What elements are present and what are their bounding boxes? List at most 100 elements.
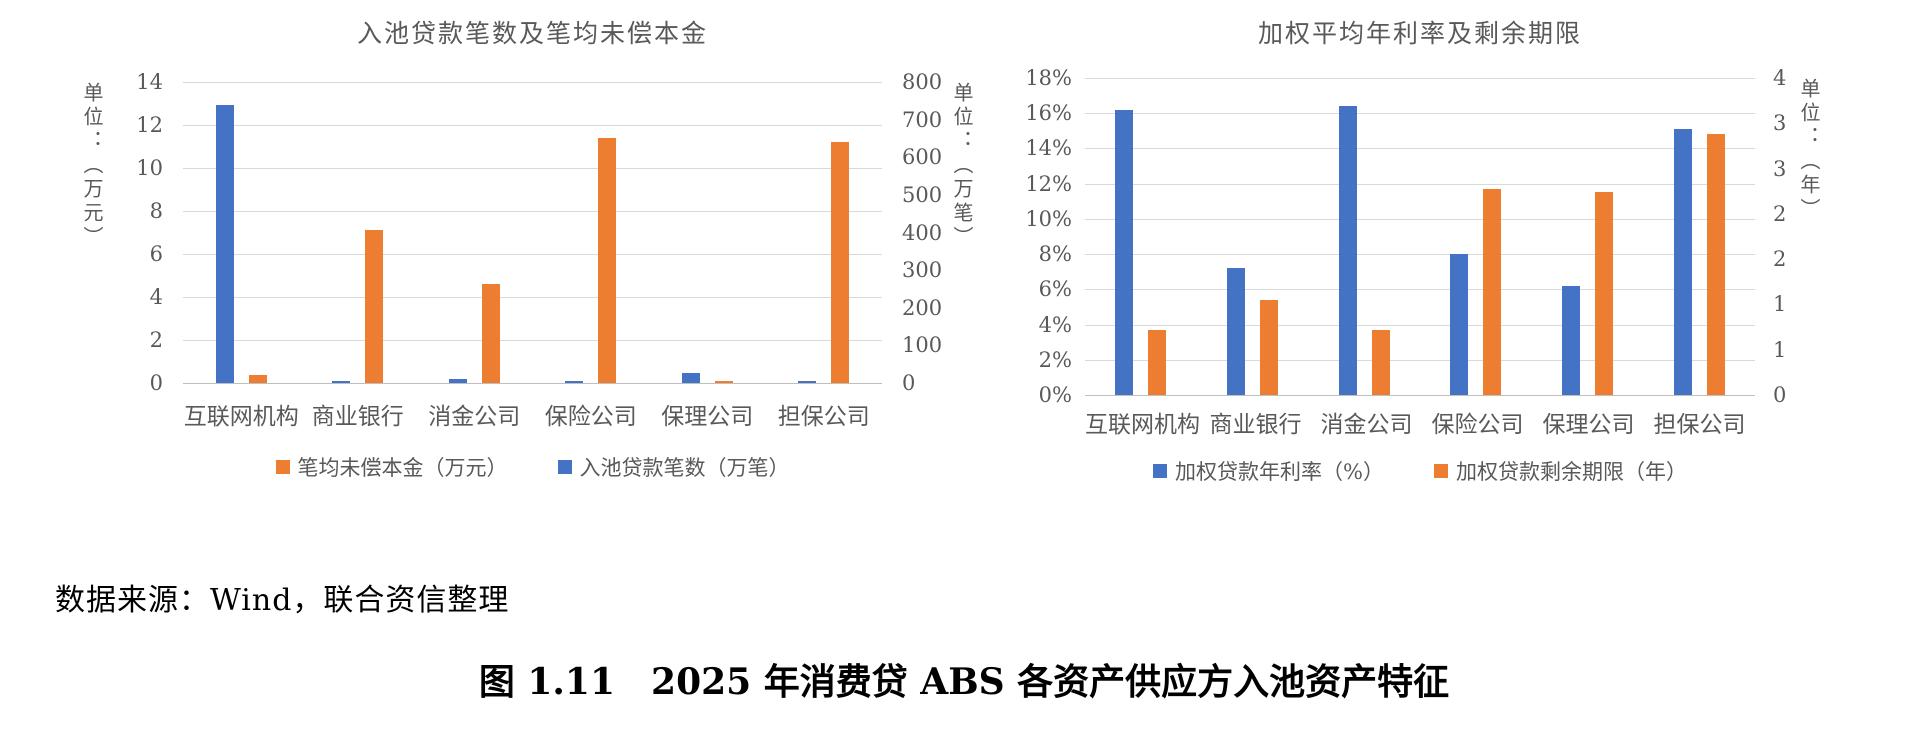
x-axis-line — [183, 383, 882, 384]
bar-group — [1532, 78, 1644, 395]
axis-tick-left: 12 — [136, 113, 163, 137]
gridline — [1085, 324, 1755, 326]
bar — [831, 142, 850, 383]
chart-avg-rate-and-remaining-term: 加权平均年利率及剩余期限 18% 16% 14% 12% 10% 8% 6% 4% 2% 0% 4 3 3… — [985, 0, 1928, 510]
chart-title: 入池贷款笔数及笔均未偿本金 — [356, 19, 708, 48]
bar — [1260, 299, 1278, 395]
category-label: 保险公司 — [544, 404, 637, 430]
bar — [481, 284, 500, 383]
bar — [215, 104, 234, 383]
legend-swatch — [1153, 464, 1168, 478]
axis-tick-left: 10 — [136, 156, 163, 180]
category-label: 消金公司 — [1320, 412, 1413, 438]
gridline — [183, 82, 882, 83]
gridline — [183, 297, 882, 298]
axis-tick-right: 600 — [902, 145, 943, 170]
gridline — [183, 168, 882, 169]
legend-item: 笔均未偿本金（万元） — [275, 452, 508, 482]
axis-tick-left: 14% — [1025, 136, 1072, 161]
bar — [248, 375, 267, 383]
legend-swatch — [1433, 464, 1448, 478]
gridline — [183, 340, 882, 341]
axis-tick-right: 500 — [902, 182, 943, 207]
axis-tick-left: 0 — [149, 371, 163, 395]
axis-tick-left: 2 — [149, 328, 163, 352]
chart-title: 加权平均年利率及剩余期限 — [1257, 19, 1582, 48]
gridline — [183, 211, 882, 212]
legend: 加权贷款年利率（%） 加权贷款剩余期限（年） — [1085, 456, 1755, 486]
gridline — [183, 125, 882, 126]
axis-tick-left: 8% — [1038, 242, 1072, 267]
legend-label: 入池贷款笔数（万笔） — [579, 456, 790, 480]
category-label: 商业银行 — [311, 404, 404, 430]
legend-item: 加权贷款剩余期限（年） — [1433, 456, 1687, 486]
axis-tick-right: 2 — [1773, 201, 1787, 226]
axis-tick-left: 6 — [149, 242, 163, 266]
gridline — [1085, 289, 1755, 291]
category-label: 互联网机构 — [183, 404, 299, 430]
legend: 笔均未偿本金（万元） 入池贷款笔数（万笔） — [183, 452, 882, 482]
axis-tick-right: 0 — [902, 371, 916, 395]
axis-tick-left: 0% — [1038, 383, 1072, 407]
category-label: 保理公司 — [1542, 412, 1635, 438]
category-label: 担保公司 — [777, 404, 870, 430]
plot-area — [1085, 78, 1755, 396]
axis-tick-left: 8 — [149, 199, 163, 223]
axis-tick-right: 4 — [1773, 66, 1787, 90]
gridline — [1085, 359, 1755, 361]
x-axis-line — [1085, 395, 1755, 396]
bar — [714, 380, 733, 383]
left-axis-unit-label: 单位：（万元） — [80, 82, 104, 250]
axis-tick-right: 3 — [1773, 156, 1787, 181]
bar — [598, 137, 617, 383]
gridline — [1085, 78, 1755, 79]
gridline — [183, 254, 882, 255]
bar-group — [1197, 78, 1309, 395]
axis-tick-left: 10% — [1025, 206, 1072, 231]
axis-tick-left: 14 — [136, 70, 163, 94]
bar-group — [1085, 78, 1197, 395]
bar-group — [1420, 78, 1532, 395]
bar-group — [300, 82, 417, 383]
plot-area — [183, 82, 883, 384]
right-axis-unit-label: 单位：（万笔） — [950, 82, 974, 250]
bar — [448, 378, 467, 383]
axis-tick-right: 100 — [902, 333, 943, 358]
axis-tick-right: 700 — [902, 107, 943, 132]
axis-tick-right: 3 — [1773, 111, 1787, 136]
bar-group — [1643, 78, 1755, 395]
axis-tick-right: 2 — [1773, 247, 1787, 272]
bar — [1115, 109, 1134, 395]
category-label: 保理公司 — [661, 404, 754, 430]
axis-tick-right: 400 — [902, 220, 943, 245]
gridline — [1085, 218, 1755, 220]
legend-item: 加权贷款年利率（%） — [1153, 456, 1384, 486]
category-axis: 互联网机构 商业银行 消金公司 保险公司 保理公司 担保公司 — [183, 397, 882, 431]
legend-label: 加权贷款剩余期限（年） — [1455, 460, 1687, 484]
right-axis-unit-label: 单位：（年） — [1797, 78, 1821, 222]
bar — [1706, 134, 1725, 395]
category-label: 互联网机构 — [1085, 412, 1200, 438]
bar-group — [649, 82, 766, 383]
category-label: 保险公司 — [1431, 412, 1524, 438]
bar — [1371, 329, 1390, 395]
bar — [681, 373, 700, 383]
bar — [1562, 285, 1581, 395]
axis-tick-right: 1 — [1773, 292, 1787, 317]
bar — [332, 381, 351, 383]
bar-group — [183, 82, 300, 383]
bar — [1595, 192, 1614, 395]
legend-item: 入池贷款笔数（万笔） — [557, 452, 790, 482]
figure-caption: 图 1.11 2025 年消费贷 ABS 各资产供应方入池资产特征 — [478, 661, 1450, 703]
axis-tick-left: 16% — [1025, 101, 1072, 126]
legend-label: 笔均未偿本金（万元） — [297, 456, 508, 480]
bar — [1450, 254, 1469, 395]
category-label: 商业银行 — [1209, 412, 1302, 438]
bar-group — [766, 82, 883, 383]
category-label: 担保公司 — [1653, 412, 1746, 438]
axis-tick-left: 4% — [1038, 312, 1072, 337]
category-axis: 互联网机构 商业银行 消金公司 保险公司 保理公司 担保公司 — [1085, 405, 1755, 439]
gridline — [1085, 183, 1755, 185]
category-label: 消金公司 — [428, 404, 521, 430]
